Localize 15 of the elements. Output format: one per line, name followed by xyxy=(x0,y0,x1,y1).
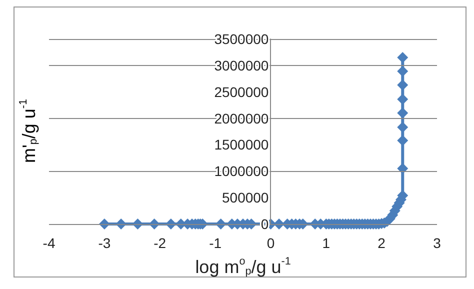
y-tick-label: 3000000 xyxy=(214,57,269,74)
y-tick-label: 1000000 xyxy=(214,163,269,180)
x-tick-label: -3 xyxy=(98,235,111,251)
x-tick-label: -1 xyxy=(209,235,222,251)
y-tick-label: 500000 xyxy=(222,190,269,206)
x-tick-label: -4 xyxy=(42,235,56,251)
y-axis-title: m'p/g u-1 xyxy=(18,98,40,164)
y-tick-label: 2500000 xyxy=(214,84,269,100)
y-tick-label: 1500000 xyxy=(214,136,269,153)
x-tick-label: 2 xyxy=(378,235,386,251)
x-tick-label: 3 xyxy=(433,235,442,251)
y-tick-label: 2000000 xyxy=(214,110,269,126)
x-tick-label: -2 xyxy=(154,235,166,251)
x-tick-label: 1 xyxy=(322,235,330,251)
y-tick-label: 3500000 xyxy=(214,31,269,47)
